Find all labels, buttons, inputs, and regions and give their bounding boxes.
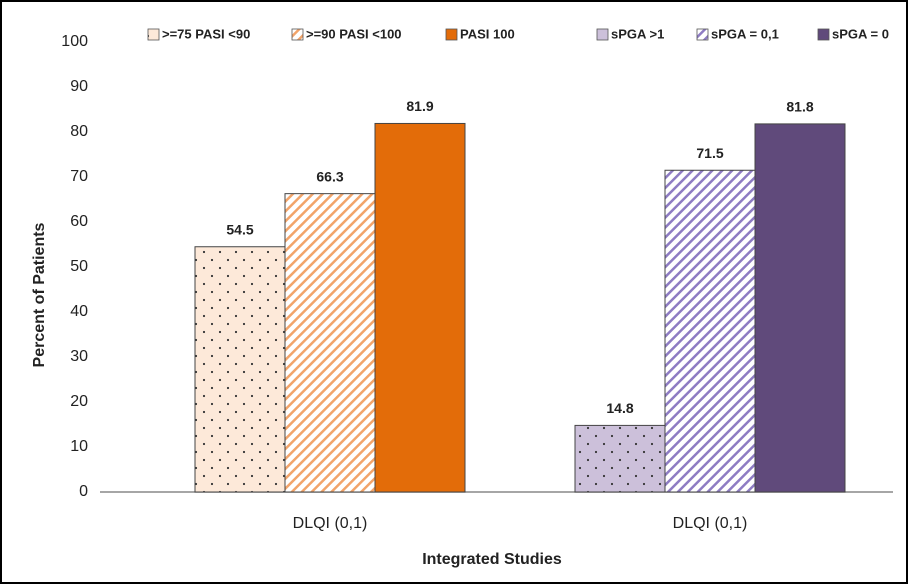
data-label: 81.9 xyxy=(406,98,433,114)
y-tick-label: 50 xyxy=(70,258,88,275)
y-tick-label: 80 xyxy=(70,123,88,140)
legend-label: >=90 PASI <100 xyxy=(306,26,402,41)
y-tick-label: 60 xyxy=(70,213,88,230)
data-label: 66.3 xyxy=(316,168,343,184)
legend-swatch xyxy=(817,28,830,41)
data-label: 54.5 xyxy=(226,221,253,237)
y-tick-label: 10 xyxy=(70,438,88,455)
bar xyxy=(664,169,756,493)
y-tick-label: 20 xyxy=(70,393,88,410)
legend-label: sPGA = 0 xyxy=(832,26,889,41)
legend-swatch xyxy=(596,28,609,41)
bar xyxy=(374,122,466,493)
y-tick-label: 70 xyxy=(70,168,88,185)
y-tick-label: 0 xyxy=(79,483,88,500)
legend-label: >=75 PASI <90 xyxy=(162,26,250,41)
legend-label: PASI 100 xyxy=(460,26,515,41)
legend-label: sPGA >1 xyxy=(611,26,664,41)
y-tick-label: 100 xyxy=(61,33,88,50)
x-tick-label: DLQI (0,1) xyxy=(293,515,368,532)
legend-swatch xyxy=(445,28,458,41)
bar xyxy=(194,246,286,493)
y-tick-label: 90 xyxy=(70,78,88,95)
legend-swatch xyxy=(147,28,160,41)
x-axis-title: Integrated Studies xyxy=(422,551,562,568)
y-tick-label: 30 xyxy=(70,348,88,365)
bar xyxy=(574,424,666,493)
bar xyxy=(754,123,846,493)
x-tick-label: DLQI (0,1) xyxy=(673,515,748,532)
y-axis-title: Percent of Patients xyxy=(31,222,48,367)
data-label: 71.5 xyxy=(696,145,723,161)
y-tick-label: 40 xyxy=(70,303,88,320)
legend-swatch xyxy=(696,28,709,41)
data-label: 14.8 xyxy=(606,400,633,416)
data-label: 81.8 xyxy=(786,99,813,115)
bar xyxy=(284,193,376,493)
legend-swatch xyxy=(291,28,304,41)
legend-label: sPGA = 0,1 xyxy=(711,26,779,41)
